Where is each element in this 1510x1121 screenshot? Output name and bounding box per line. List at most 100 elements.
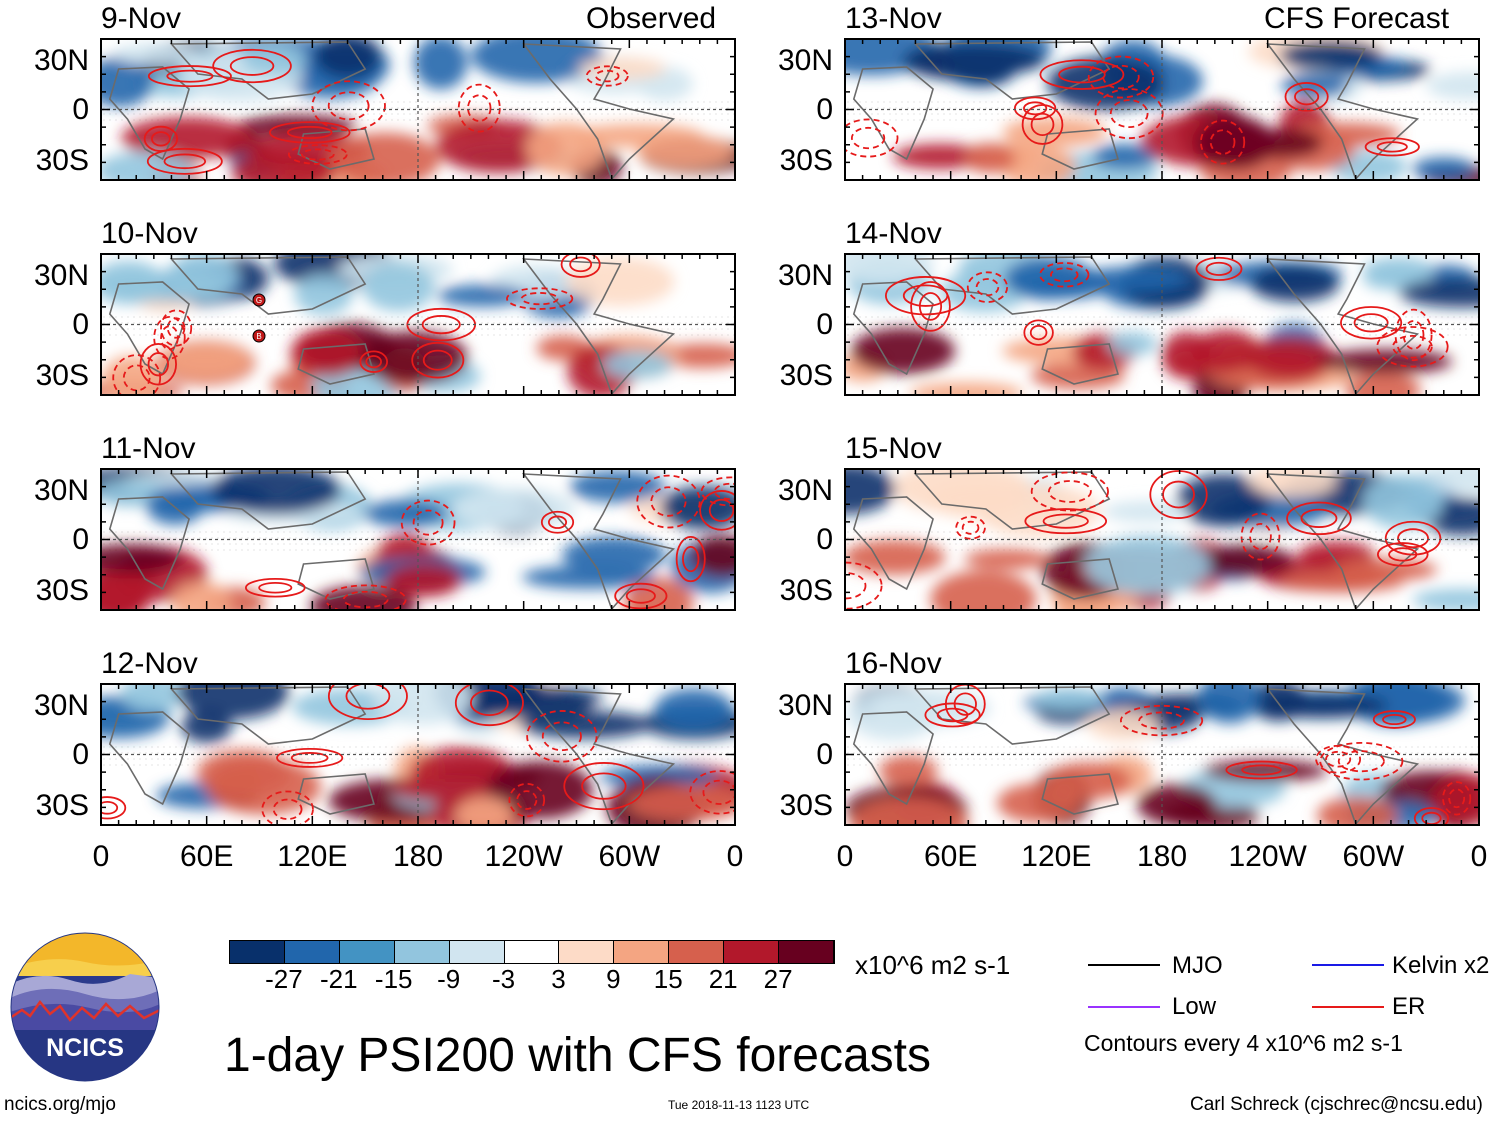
panel-date: 14-Nov [845,217,942,250]
lon-label: 60E [179,840,234,873]
colorbar-tick-label: 9 [606,964,621,994]
lon-label: 180 [392,840,444,873]
observed-label: Observed [586,2,717,35]
lat-label: 30S [35,574,89,607]
colorbar-swatch [230,941,285,963]
legend-er-label: ER [1392,993,1426,1020]
legend-kelvin-label: Kelvin x2 [1392,952,1490,979]
colorbar-tick-label: 27 [763,964,793,994]
lon-label: 60W [598,840,661,873]
map-panel [100,38,736,181]
map-panel [100,468,736,611]
lat-label: 30N [33,44,89,77]
colorbar-swatch [449,941,505,963]
panel-date: 11-Nov [101,432,196,465]
colorbar-swatch [669,941,725,963]
storm-marker-label: B [256,332,261,341]
lat-label: 30N [33,689,89,722]
map-panel [844,468,1480,611]
panel-date: 13-Nov [845,2,942,35]
colorbar-swatch [779,941,834,963]
colorbar-tick-label: -9 [437,964,461,994]
lat-label: 0 [72,522,89,556]
colorbar-swatch [504,941,560,963]
lat-label: 30N [777,259,833,292]
colorbar-tick-label: -27 [265,964,303,994]
lon-label: 60E [923,840,978,873]
legend-mjo-label: MJO [1172,952,1223,979]
lat-label: 0 [816,522,833,556]
logo-text: NCICS [46,1034,124,1062]
map-panel [100,683,736,826]
lat-label: 30S [35,359,89,392]
map-panel [844,38,1480,181]
map-panel [844,253,1480,396]
ncics-logo: NCICS [10,932,160,1082]
low-line-swatch [1088,1006,1160,1008]
forecast-label: CFS Forecast [1264,2,1450,35]
colorbar-tick-label: 15 [653,964,683,994]
lat-label: 30S [779,144,833,177]
storm-marker-label: G [256,296,262,305]
lon-label: 0 [1470,840,1488,873]
colorbar-swatch [339,941,395,963]
lat-label: 0 [72,737,89,771]
lon-label: 0 [92,840,110,873]
colorbar-swatch [559,941,615,963]
lon-label: 60W [1342,840,1405,873]
lon-label: 120E [277,840,348,873]
lat-label: 0 [816,92,833,126]
legend-low-label: Low [1172,993,1217,1020]
map-panel: GB [100,253,736,396]
lat-label: 30N [777,474,833,507]
lon-label: 0 [726,840,744,873]
storm-marker-icon [252,293,266,307]
lat-label: 30S [35,789,89,822]
map-panel [844,683,1480,826]
colorbar-tick-label: 21 [708,964,738,994]
lat-label: 30N [33,474,89,507]
storm-marker-icon [252,329,266,343]
er-line-swatch [1312,1006,1384,1008]
mjo-line-swatch [1088,964,1160,966]
map-panels: GB [100,38,1480,826]
footer-timestamp: Tue 2018-11-13 1123 UTC [668,1098,810,1112]
lat-label: 30N [777,44,833,77]
lat-label: 30N [777,689,833,722]
colorbar-swatch [614,941,670,963]
colorbar-swatch [724,941,780,963]
kelvin-line-swatch [1312,964,1384,966]
lat-label: 0 [816,307,833,341]
contour-note: Contours every 4 x10^6 m2 s-1 [1084,1030,1403,1056]
colorbar-tick-label: -21 [320,964,358,994]
colorbar-tick-label: -15 [374,964,413,994]
page-title: 1-day PSI200 with CFS forecasts [224,1029,931,1082]
lon-label: 120W [1228,840,1307,873]
colorbar-swatch [284,941,340,963]
colorbar [229,940,835,964]
lon-label: 180 [1136,840,1188,873]
lon-label: 120E [1021,840,1092,873]
lat-label: 0 [72,307,89,341]
colorbar-swatch [394,941,450,963]
lat-label: 30S [779,789,833,822]
colorbar-tick-label: 3 [551,964,566,994]
footer-author: Carl Schreck (cjschrec@ncsu.edu) [1190,1094,1483,1115]
lat-label: 30N [33,259,89,292]
footer-url[interactable]: ncics.org/mjo [4,1094,116,1115]
panel-date: 9-Nov [101,2,182,35]
colorbar-tick-label: -3 [491,964,516,994]
panel-date: 15-Nov [845,432,942,465]
lat-label: 30S [779,574,833,607]
panel-date: 12-Nov [101,647,198,680]
lat-label: 0 [72,92,89,126]
colorbar-ticks: -27 -21 -15 -9 -3 3 9 15 21 27 [229,962,833,998]
panel-date: 10-Nov [101,217,198,250]
lat-label: 30S [35,144,89,177]
legend: MJO Kelvin x2 Low ER [1088,950,1508,1020]
panel-date: 16-Nov [845,647,942,680]
lon-label: 120W [484,840,563,873]
lat-label: 30S [779,359,833,392]
lon-label: 0 [836,840,854,873]
lat-label: 0 [816,737,833,771]
